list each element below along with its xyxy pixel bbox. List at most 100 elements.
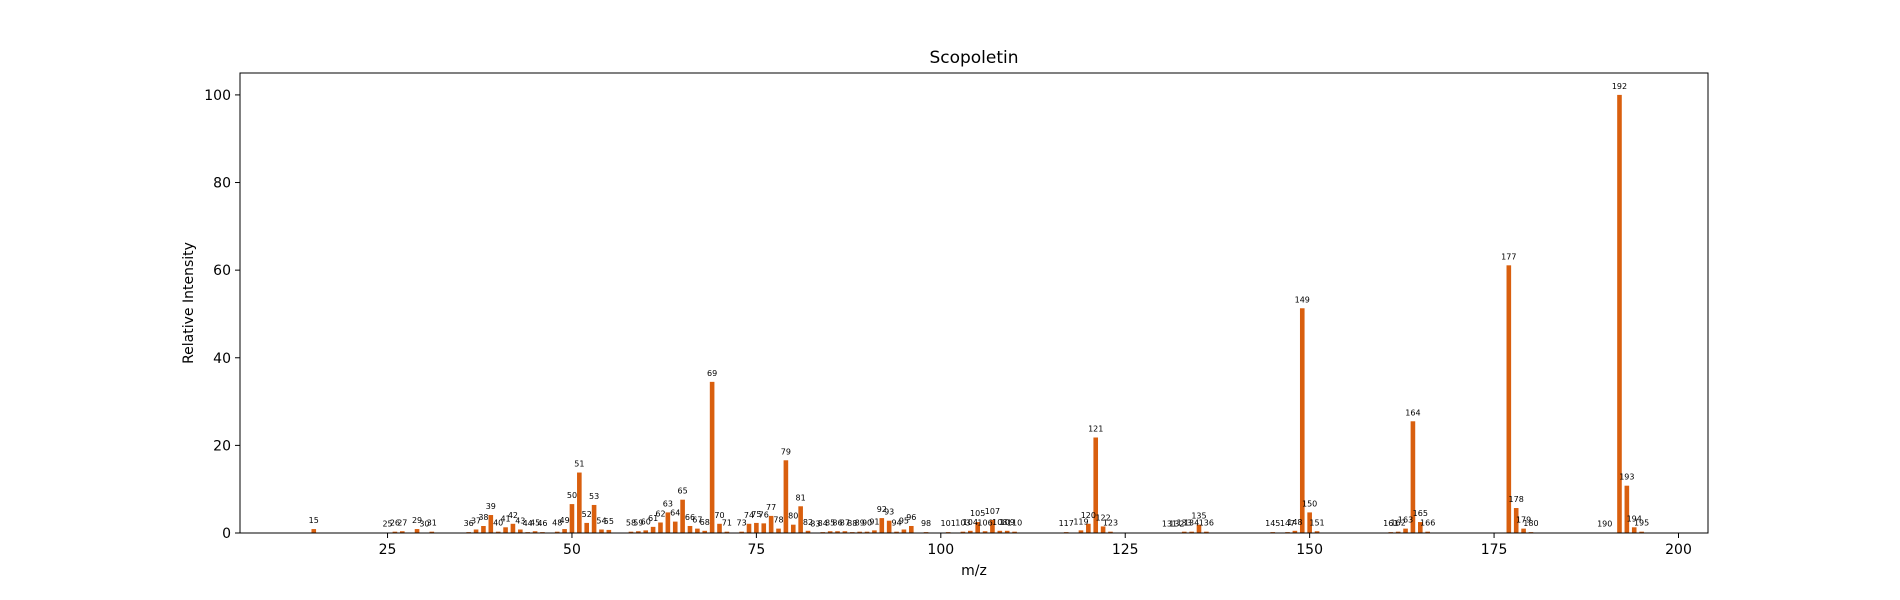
bar-label-mz-131: 131 — [1162, 520, 1177, 529]
plot-frame — [239, 72, 1709, 534]
bar-label-mz-98: 98 — [921, 519, 931, 528]
bar-label-mz-39: 39 — [486, 502, 496, 511]
bar-label-mz-149: 149 — [1295, 295, 1310, 304]
bar-label-mz-107: 107 — [985, 507, 1000, 516]
y-tick-label-80: 80 — [213, 176, 231, 192]
bar-label-mz-46: 46 — [537, 519, 547, 528]
bar-label-mz-50: 50 — [567, 491, 577, 500]
bar-label-mz-109: 109 — [1000, 518, 1015, 527]
bar-label-mz-40: 40 — [493, 519, 503, 528]
bar-mz-164 — [1410, 421, 1416, 533]
bar-mz-106 — [982, 531, 988, 533]
bar-mz-61 — [650, 526, 656, 533]
bar-label-mz-38: 38 — [478, 513, 488, 522]
bar-mz-68 — [702, 530, 708, 533]
bar-label-mz-166: 166 — [1420, 519, 1435, 528]
bar-mz-119 — [1078, 530, 1084, 533]
bar-label-mz-64: 64 — [670, 509, 680, 518]
bar-mz-64 — [672, 521, 678, 533]
bar-label-mz-82: 82 — [803, 518, 813, 527]
bar-mz-148 — [1292, 530, 1298, 533]
bar-label-mz-150: 150 — [1302, 499, 1317, 508]
y-axis-ticks: 0 20 40 60 80 100 — [204, 88, 240, 542]
y-axis-title: Relative Intensity — [181, 242, 197, 364]
bar-mz-43 — [518, 529, 523, 533]
bar-mz-75 — [754, 522, 759, 533]
bar-mz-55 — [606, 529, 612, 533]
bar-mz-105 — [975, 522, 980, 533]
bar-mz-151 — [1314, 531, 1320, 533]
bar-mz-51 — [577, 472, 582, 533]
bar-label-mz-117: 117 — [1059, 519, 1074, 528]
bar-label-mz-74: 74 — [744, 511, 754, 520]
bar-mz-94 — [894, 531, 899, 533]
bar-label-mz-104: 104 — [963, 518, 978, 527]
bar-mz-91 — [872, 530, 877, 533]
bar-label-mz-87: 87 — [840, 518, 850, 527]
bar-mz-38 — [481, 525, 486, 533]
bar-mz-108 — [997, 530, 1003, 533]
bar-label-mz-89: 89 — [855, 519, 865, 528]
bar-label-mz-37: 37 — [471, 517, 481, 526]
bar-mz-79 — [783, 460, 789, 533]
bar-label-mz-180: 180 — [1523, 519, 1538, 528]
bar-label-mz-67: 67 — [692, 516, 702, 525]
bar-label-mz-148: 148 — [1287, 518, 1302, 527]
bar-label-mz-193: 193 — [1619, 473, 1634, 482]
bar-label-mz-179: 179 — [1516, 516, 1531, 525]
bar-label-mz-90: 90 — [862, 519, 872, 528]
bar-mz-162 — [1395, 531, 1401, 533]
bar-label-mz-76: 76 — [759, 510, 769, 519]
bar-label-mz-83: 83 — [810, 520, 820, 529]
bar-label-mz-62: 62 — [655, 509, 665, 518]
bar-label-mz-52: 52 — [582, 510, 592, 519]
bar-mz-195 — [1639, 531, 1644, 533]
bar-mz-27 — [399, 531, 405, 533]
bar-mz-89 — [857, 531, 862, 533]
bar-mz-63 — [665, 512, 671, 533]
bar-label-mz-136: 136 — [1199, 519, 1214, 528]
bar-mz-26 — [392, 531, 398, 533]
bar-label-mz-195: 195 — [1634, 519, 1649, 528]
bar-label-mz-30: 30 — [419, 520, 429, 529]
bar-label-mz-77: 77 — [766, 503, 776, 512]
bar-label-mz-120: 120 — [1081, 511, 1096, 520]
bar-label-mz-151: 151 — [1309, 518, 1324, 527]
bar-mz-58 — [628, 531, 634, 533]
bar-mz-59 — [636, 531, 641, 533]
bar-mz-90 — [864, 531, 870, 533]
bar-mz-45 — [532, 531, 538, 533]
bar-label-mz-63: 63 — [663, 499, 673, 508]
bar-label-mz-66: 66 — [685, 513, 695, 522]
bar-label-mz-134: 134 — [1184, 519, 1199, 528]
bar-label-mz-58: 58 — [626, 519, 636, 528]
bar-label-mz-101: 101 — [941, 519, 956, 528]
x-tick-label-200: 200 — [1665, 542, 1692, 558]
bar-mz-122 — [1100, 526, 1106, 533]
bar-mz-134 — [1189, 531, 1194, 533]
bar-mz-62 — [658, 522, 663, 533]
bar-mz-110 — [1012, 531, 1017, 533]
bar-mz-87 — [842, 531, 848, 533]
bar-mz-86 — [835, 531, 840, 533]
bar-mz-82 — [805, 530, 811, 533]
bar-label-mz-95: 95 — [899, 517, 909, 526]
bar-label-mz-190: 190 — [1597, 520, 1612, 529]
bar-label-mz-96: 96 — [906, 513, 916, 522]
bar-mz-37 — [473, 529, 479, 533]
bar-mz-66 — [687, 525, 693, 533]
bar-mz-67 — [695, 528, 700, 533]
bar-label-mz-132: 132 — [1169, 520, 1184, 529]
bar-label-mz-122: 122 — [1095, 513, 1110, 522]
bar-mz-15 — [311, 529, 317, 533]
bar-mz-149 — [1299, 308, 1305, 533]
bar-label-mz-91: 91 — [869, 517, 879, 526]
x-axis-ticks: 25 50 75 100 125 150 175 200 — [379, 533, 1692, 558]
bar-mz-163 — [1403, 528, 1408, 533]
x-axis-title: m/z — [961, 563, 987, 579]
bar-label-mz-177: 177 — [1501, 252, 1516, 261]
bar-mz-52 — [584, 522, 590, 533]
bar-label-mz-36: 36 — [464, 519, 474, 528]
bar-label-mz-123: 123 — [1103, 519, 1118, 528]
